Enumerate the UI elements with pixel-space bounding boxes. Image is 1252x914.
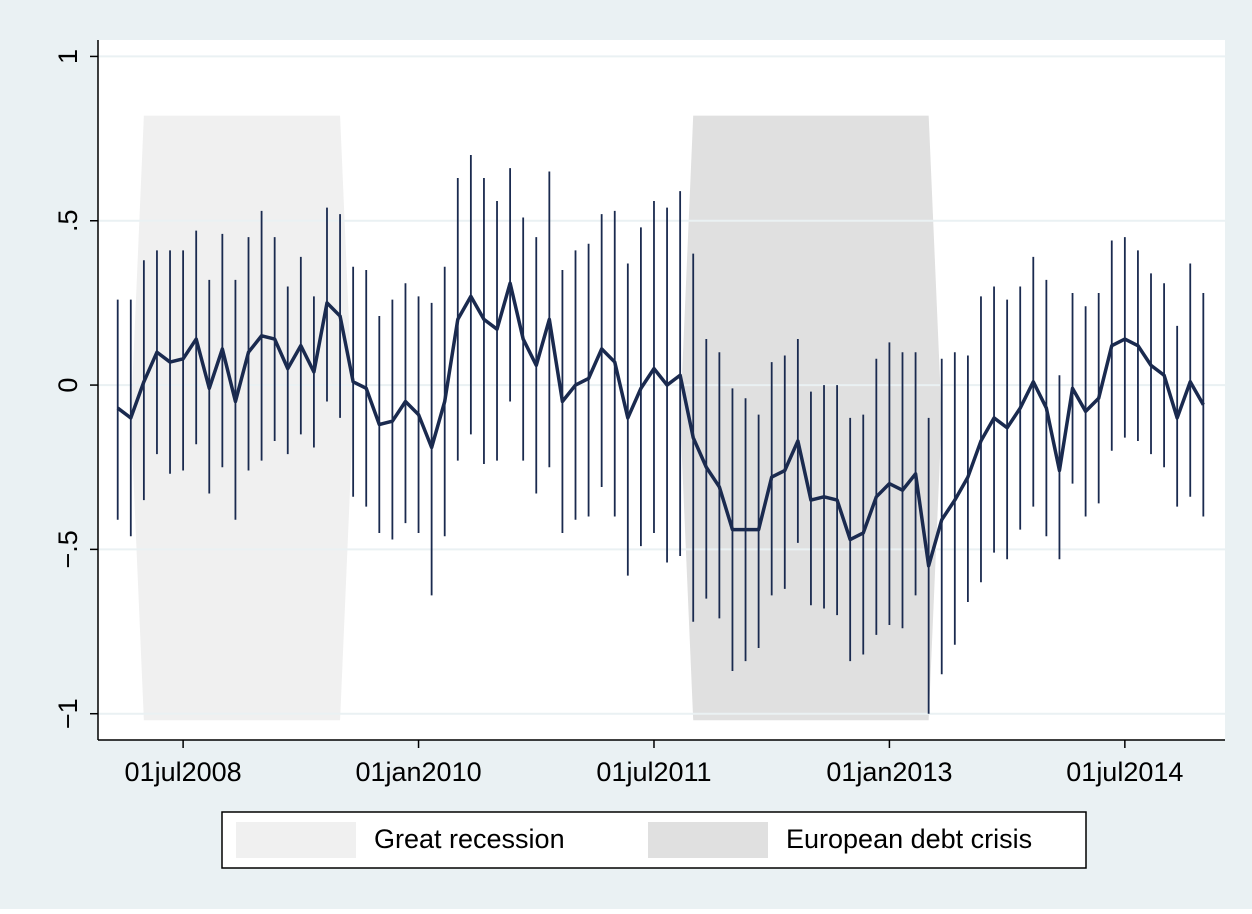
legend — [221, 811, 1087, 869]
legend-key — [648, 822, 768, 858]
y-tick-label: −.5 — [53, 530, 83, 568]
y-tick-label: .5 — [53, 209, 83, 232]
legend-label: Great recession — [374, 824, 565, 854]
legend-label: European debt crisis — [786, 824, 1032, 854]
legend-key — [236, 822, 356, 858]
y-tick-label: 0 — [53, 378, 83, 393]
x-tick-label: 01jul2011 — [596, 757, 711, 787]
y-tick-label: −1 — [53, 698, 83, 729]
x-tick-label: 01jan2010 — [355, 757, 481, 787]
x-tick-label: 01jan2013 — [826, 757, 952, 787]
y-tick-label: 1 — [53, 49, 83, 64]
series-line — [116, 281, 1205, 568]
x-tick-label: 01jul2014 — [1066, 757, 1183, 787]
region — [130, 115, 354, 721]
x-tick-label: 01jul2008 — [125, 757, 242, 787]
